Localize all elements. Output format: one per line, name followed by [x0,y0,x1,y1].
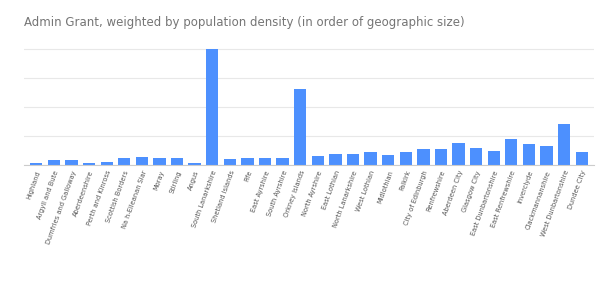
Bar [505,139,517,165]
Bar [382,154,394,165]
Bar [241,158,254,165]
Bar [523,144,535,165]
Bar [575,152,588,165]
Bar [470,148,482,165]
Bar [188,162,201,165]
Bar [101,162,113,165]
Bar [48,160,60,165]
Bar [329,154,341,165]
Bar [259,158,271,165]
Bar [294,89,307,165]
Bar [171,158,183,165]
Bar [400,152,412,165]
Bar [83,163,95,165]
Bar [65,160,77,165]
Bar [347,154,359,165]
Bar [435,149,447,165]
Bar [558,124,570,165]
Bar [154,158,166,165]
Bar [118,158,130,165]
Bar [206,49,218,165]
Bar [488,151,500,165]
Bar [452,143,464,165]
Bar [311,156,324,165]
Bar [417,149,430,165]
Text: Admin Grant, weighted by population density (in order of geographic size): Admin Grant, weighted by population dens… [24,16,464,29]
Bar [136,157,148,165]
Bar [277,158,289,165]
Bar [30,162,43,165]
Bar [364,153,377,165]
Bar [541,146,553,165]
Bar [224,159,236,165]
